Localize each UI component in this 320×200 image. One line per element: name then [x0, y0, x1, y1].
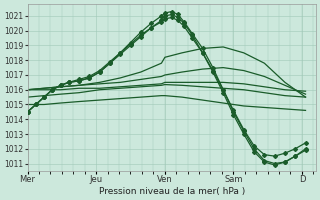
X-axis label: Pression niveau de la mer( hPa ): Pression niveau de la mer( hPa ): [99, 187, 245, 196]
